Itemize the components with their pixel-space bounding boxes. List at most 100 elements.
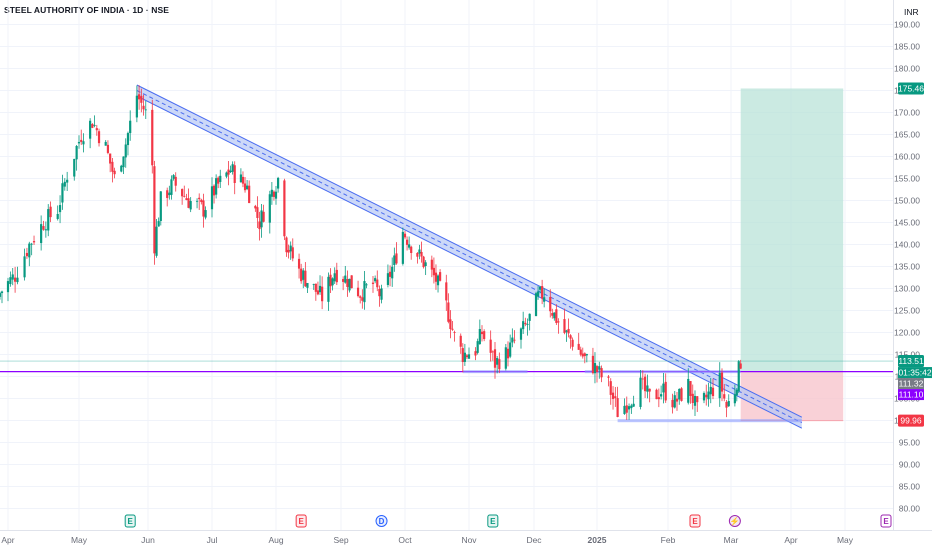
candle-body xyxy=(195,200,199,202)
candle-body xyxy=(711,387,715,397)
candle-body xyxy=(581,353,584,357)
candle-body xyxy=(678,388,681,400)
candle-body xyxy=(449,319,452,330)
candle-body xyxy=(318,285,322,293)
candle-body xyxy=(600,368,603,378)
candle-body xyxy=(82,141,85,145)
price-tick-label: 160.00 xyxy=(894,152,920,162)
price-tick-label: 185.00 xyxy=(894,42,920,52)
candle-body xyxy=(291,247,294,259)
candle-body xyxy=(47,209,50,231)
candle-body xyxy=(140,95,143,103)
candle-body xyxy=(256,207,259,218)
candle-body xyxy=(166,190,169,198)
candle-body xyxy=(391,266,394,279)
candle-body xyxy=(155,226,158,256)
price-tick-label: 165.00 xyxy=(894,130,920,140)
price-axis[interactable]: 80.0085.0090.0095.00100.00105.00110.0011… xyxy=(893,0,921,530)
currency-label[interactable]: INR xyxy=(904,7,919,17)
earnings-negative-marker[interactable] xyxy=(689,514,701,528)
candle-body xyxy=(30,243,33,245)
candle-body xyxy=(459,335,462,347)
candle-body xyxy=(287,249,290,253)
price-tick-label: 120.00 xyxy=(894,328,920,338)
candle-body xyxy=(465,355,469,358)
earnings-upcoming-marker-label: E xyxy=(883,517,889,526)
candle-body xyxy=(395,253,398,264)
candle-body xyxy=(646,385,649,392)
candle-body xyxy=(168,192,171,196)
candle-body xyxy=(643,376,647,392)
candle-body xyxy=(739,363,742,369)
prev-close-tag: 111.32 xyxy=(899,379,924,389)
candle-body xyxy=(202,200,205,217)
candle-body xyxy=(662,383,665,393)
candle-body xyxy=(675,398,679,402)
time-tick-label: Dec xyxy=(526,535,542,545)
candle-body xyxy=(350,275,353,289)
price-tick-label: 125.00 xyxy=(894,306,920,316)
candle-body xyxy=(63,181,66,187)
candle-body xyxy=(504,347,507,369)
dividend-marker[interactable] xyxy=(375,515,388,527)
candle-body xyxy=(538,286,542,290)
candle-body xyxy=(625,405,628,413)
candle-body xyxy=(361,297,364,301)
candle-body xyxy=(260,210,263,228)
candle-body xyxy=(212,185,216,196)
earnings-negative-marker[interactable] xyxy=(295,514,307,528)
candle-body xyxy=(709,386,712,395)
price-tick-label: 95.00 xyxy=(899,438,921,448)
candle-body xyxy=(153,166,156,254)
split-marker[interactable] xyxy=(728,515,741,527)
candle-body xyxy=(553,312,556,319)
time-tick-label: Jun xyxy=(141,535,155,545)
time-tick-label: Nov xyxy=(461,535,477,545)
candle-body xyxy=(513,339,516,341)
candle-body xyxy=(655,389,658,400)
candle-body xyxy=(172,175,175,179)
candle-body xyxy=(593,363,597,374)
price-tick-label: 80.00 xyxy=(899,504,921,514)
candle-body xyxy=(231,164,234,172)
candle-body xyxy=(467,354,471,359)
candle-body xyxy=(474,351,477,356)
time-tick-label: May xyxy=(837,535,854,545)
candle-body xyxy=(28,243,31,258)
time-tick-label: Feb xyxy=(661,535,676,545)
candle-body xyxy=(436,275,440,286)
candle-body xyxy=(126,133,130,146)
candle-body xyxy=(204,210,207,218)
candle-body xyxy=(639,377,642,407)
price-tick-label: 140.00 xyxy=(894,240,920,250)
price-tick-label: 155.00 xyxy=(894,174,920,184)
candle-body xyxy=(524,322,527,325)
candle-body xyxy=(113,170,116,175)
earnings-positive-marker[interactable] xyxy=(487,514,499,528)
candle-body xyxy=(233,165,236,183)
earnings-positive-marker[interactable] xyxy=(124,514,136,528)
event-markers[interactable]: E E D E E ⚡ E xyxy=(124,514,892,528)
last-price-tag: 113.51 xyxy=(898,356,924,366)
candle-body xyxy=(289,245,292,252)
candle-body xyxy=(327,276,330,302)
candle-body xyxy=(49,206,52,218)
candle-body xyxy=(403,233,407,238)
support-box-jan xyxy=(584,370,741,374)
chart-title: STEEL AUTHORITY OF INDIA · 1D · NSE xyxy=(4,5,170,15)
candle-body xyxy=(6,281,10,293)
candle-body xyxy=(66,179,69,183)
candle-body xyxy=(549,296,552,312)
time-axis[interactable]: Apr May Jun Jul Aug Sep Oct Nov Dec 2025 Feb Mar Apr… xyxy=(0,530,932,546)
stop-price-tag: 99.96 xyxy=(900,416,922,426)
support-bg xyxy=(898,389,924,401)
candle-body xyxy=(733,394,736,404)
candle-body xyxy=(58,205,62,213)
earnings-upcoming-marker[interactable] xyxy=(880,514,892,528)
candle-body xyxy=(577,343,580,350)
candle-body xyxy=(109,153,112,164)
candle-body xyxy=(664,381,667,401)
candle-body xyxy=(705,394,708,398)
